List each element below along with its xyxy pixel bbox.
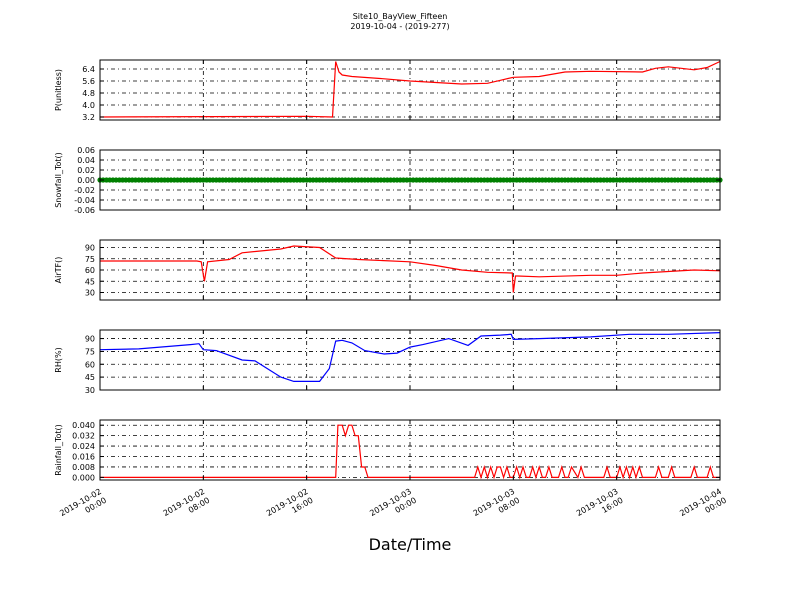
y-axis-label: AirTF()	[54, 257, 63, 284]
y-axis-label: RH(%)	[54, 347, 63, 372]
panel-3: 30 45 60 75 90 AirTF()	[54, 239, 721, 301]
y-tick-label: 0.024	[72, 442, 95, 451]
y-tick-label: -0.06	[74, 206, 95, 215]
panel-1: 3.2 4.0 4.8 5.6 6.4 P(unitless)	[54, 59, 721, 122]
panels: 3.2 4.0 4.8 5.6 6.4 P(unitless) -0.06-0.04-0.0…	[54, 59, 723, 482]
y-tick-label: 75	[85, 347, 95, 356]
y-tick-label: 0.040	[72, 421, 95, 430]
y-tick-label: 75	[85, 255, 95, 264]
y-tick-label: 4.0	[82, 101, 95, 110]
y-tick-label: 45	[85, 277, 95, 286]
y-tick-label: 0.000	[72, 473, 95, 482]
y-tick-label: -0.04	[74, 196, 95, 205]
y-tick-label: 0.008	[72, 463, 95, 472]
y-tick-label: 30	[85, 289, 95, 298]
y-tick-label: 0.00	[77, 176, 95, 185]
y-tick-label: 0.032	[72, 432, 95, 441]
data-line	[100, 245, 721, 293]
y-tick-label: 0.02	[77, 166, 95, 175]
y-tick-label: 90	[85, 244, 95, 253]
y-tick-label: 6.4	[82, 65, 95, 74]
panel-2: -0.06-0.04-0.020.000.020.040.06 Snowfall_…	[54, 146, 723, 215]
data-line	[99, 332, 721, 382]
x-axis-label: Date/Time	[369, 535, 452, 554]
y-tick-label: 60	[85, 360, 95, 369]
y-tick-label: 90	[85, 335, 95, 344]
y-tick-label: 30	[85, 386, 95, 395]
data-line	[100, 424, 720, 480]
y-axis-label: P(unitless)	[54, 69, 63, 111]
y-tick-label: 60	[85, 266, 95, 275]
y-tick-label: 3.2	[82, 113, 95, 122]
chart-title: Site10_BayView_Fifteen	[353, 12, 448, 21]
y-tick-label: 0.04	[77, 156, 95, 165]
y-tick-label: 5.6	[82, 77, 95, 86]
y-tick-label: 45	[85, 373, 95, 382]
y-tick-label: 4.8	[82, 89, 95, 98]
y-axis-label: Rainfall_Tot()	[54, 424, 63, 476]
y-tick-label: 0.016	[72, 453, 95, 462]
chart-subtitle: 2019-10-04 - (2019-277)	[350, 22, 449, 31]
y-axis-label: Snowfall_Tot()	[54, 152, 63, 208]
y-tick-label: -0.02	[74, 186, 95, 195]
panel-4: 30 45 60 75 90 RH(%)	[54, 329, 721, 395]
data-line	[99, 60, 721, 118]
y-tick-label: 0.06	[77, 146, 95, 155]
